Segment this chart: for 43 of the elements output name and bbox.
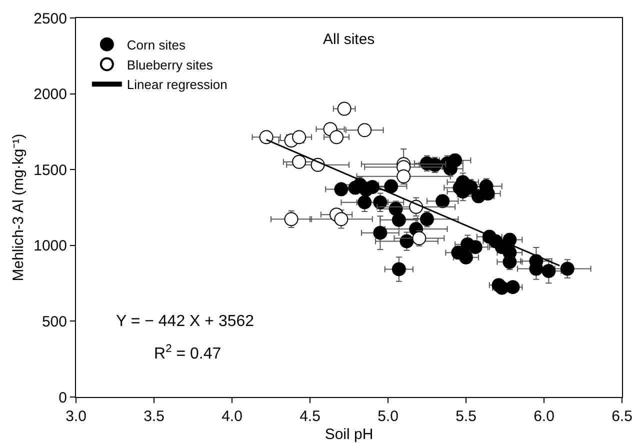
point bbox=[284, 212, 298, 226]
y-tick-label: 1500 bbox=[34, 162, 67, 179]
x-tick-label: 4.5 bbox=[300, 408, 320, 425]
x-tick-label: 5.5 bbox=[456, 408, 476, 425]
x-tick-label: 5.0 bbox=[378, 408, 398, 425]
x-axis-title: Soil pH bbox=[324, 426, 374, 443]
point bbox=[506, 280, 520, 294]
point bbox=[373, 195, 388, 210]
point bbox=[292, 154, 306, 169]
point bbox=[292, 130, 306, 144]
point bbox=[358, 123, 372, 138]
x-tick-label: 4.0 bbox=[222, 408, 242, 425]
text: All sites bbox=[323, 31, 375, 48]
y-tick-label: 0 bbox=[58, 389, 67, 406]
y-tick-label: 2000 bbox=[34, 86, 67, 104]
point bbox=[358, 195, 372, 210]
point bbox=[384, 179, 398, 194]
point bbox=[392, 262, 406, 276]
legend-label: Corn sites bbox=[126, 37, 186, 52]
legend-label: Linear regression bbox=[126, 77, 228, 92]
x-tick-label: 3.5 bbox=[144, 408, 164, 425]
point bbox=[412, 231, 426, 246]
x-tick-label: 3.0 bbox=[66, 408, 86, 425]
point bbox=[560, 262, 574, 276]
annotation: Y = − 442 X + 3562 bbox=[116, 313, 254, 330]
point bbox=[542, 264, 556, 278]
point bbox=[392, 212, 406, 227]
point bbox=[373, 226, 388, 240]
point bbox=[259, 130, 274, 144]
point bbox=[420, 212, 434, 226]
point bbox=[337, 102, 352, 116]
point bbox=[436, 194, 450, 208]
x-tick-label: 6.5 bbox=[612, 408, 632, 425]
legend-label: Blueberry sites bbox=[126, 57, 214, 72]
y-tick-label: 2500 bbox=[34, 10, 67, 28]
annotation: R$^{2}$ = 0.47 bbox=[154, 343, 222, 363]
point bbox=[400, 234, 414, 248]
x-tick-label: 6.0 bbox=[534, 408, 554, 425]
y-tick-label: 1000 bbox=[34, 238, 67, 255]
y-axis-title: Mehlich-3 Al (mg·kg⁻¹) bbox=[10, 134, 27, 282]
point bbox=[334, 212, 348, 226]
point bbox=[330, 130, 344, 144]
y-tick-label: 500 bbox=[42, 313, 67, 330]
